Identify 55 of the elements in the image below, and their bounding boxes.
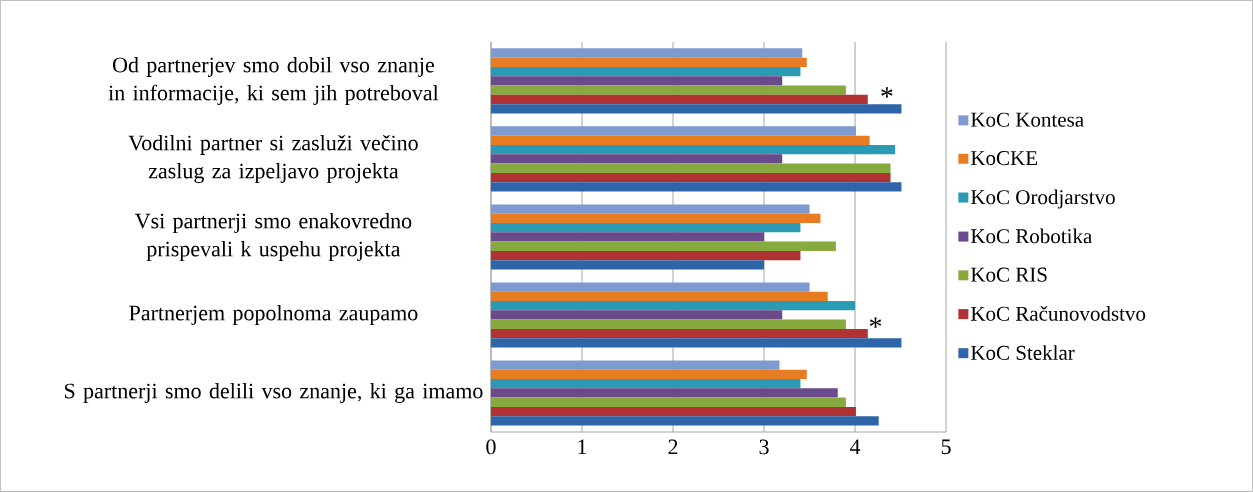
y-tick-label: Vodilni partner si zasluži večino zaslug za izpeljavo projekta	[128, 134, 418, 184]
bar	[490, 126, 856, 136]
bar	[490, 163, 891, 173]
bar	[490, 57, 807, 68]
bar	[490, 328, 868, 339]
bar	[490, 223, 801, 233]
bar	[490, 76, 783, 86]
bar	[490, 416, 879, 426]
bar	[490, 232, 765, 242]
bar	[490, 182, 902, 192]
x-tick-label: 0	[486, 439, 496, 455]
legend-label: KoC Orodjarstvo	[970, 189, 1115, 209]
legend-label: KoC Računovodstvo	[970, 306, 1146, 321]
bar	[490, 154, 783, 164]
y-tick-label: S partnerji smo delili vso znanje, ki ga imamo	[64, 383, 483, 404]
bar	[490, 204, 810, 214]
legend-label: KoC Robotika	[970, 228, 1093, 244]
bar	[490, 213, 821, 224]
legend-label: KoCKE	[970, 151, 1037, 166]
bar	[490, 94, 868, 105]
bar	[490, 360, 780, 370]
bar	[490, 301, 856, 311]
bar	[490, 338, 902, 348]
y-tick-label: Partnerjem popolnoma zaupamo	[129, 305, 418, 325]
bar	[490, 48, 803, 58]
annotation: *	[869, 317, 882, 328]
bar	[490, 282, 810, 292]
bar	[490, 406, 856, 417]
x-tick-label: 4	[849, 439, 861, 455]
x-tick-label: 5	[941, 439, 951, 455]
bar	[490, 250, 801, 261]
bar	[490, 85, 846, 95]
bar	[490, 319, 846, 329]
bar	[490, 260, 765, 270]
x-tick-label: 2	[668, 439, 678, 455]
bar	[490, 369, 807, 380]
y-tick-label: Vsi partnerji smo enakovredno prispevali k uspehu projekta	[134, 213, 412, 261]
y-tick-label: Od partnerjev smo dobil vso znanje in informacije, ki sem jih potreboval	[108, 57, 439, 105]
bar	[490, 291, 828, 302]
legend-label: KoC RIS	[970, 267, 1047, 282]
bar	[490, 67, 801, 77]
x-tick-label: 3	[759, 439, 769, 455]
x-tick-label: 1	[578, 439, 587, 455]
bar	[490, 388, 838, 398]
bar	[490, 104, 902, 114]
bar	[490, 135, 870, 146]
bar	[490, 379, 801, 389]
bar	[490, 397, 846, 407]
bar	[490, 172, 891, 183]
legend-label: KoC Kontesa	[970, 112, 1084, 127]
bar	[490, 145, 896, 155]
legend-label: KoC Steklar	[970, 345, 1075, 360]
bar	[490, 310, 783, 320]
bar	[490, 241, 836, 251]
annotation: *	[881, 87, 893, 98]
